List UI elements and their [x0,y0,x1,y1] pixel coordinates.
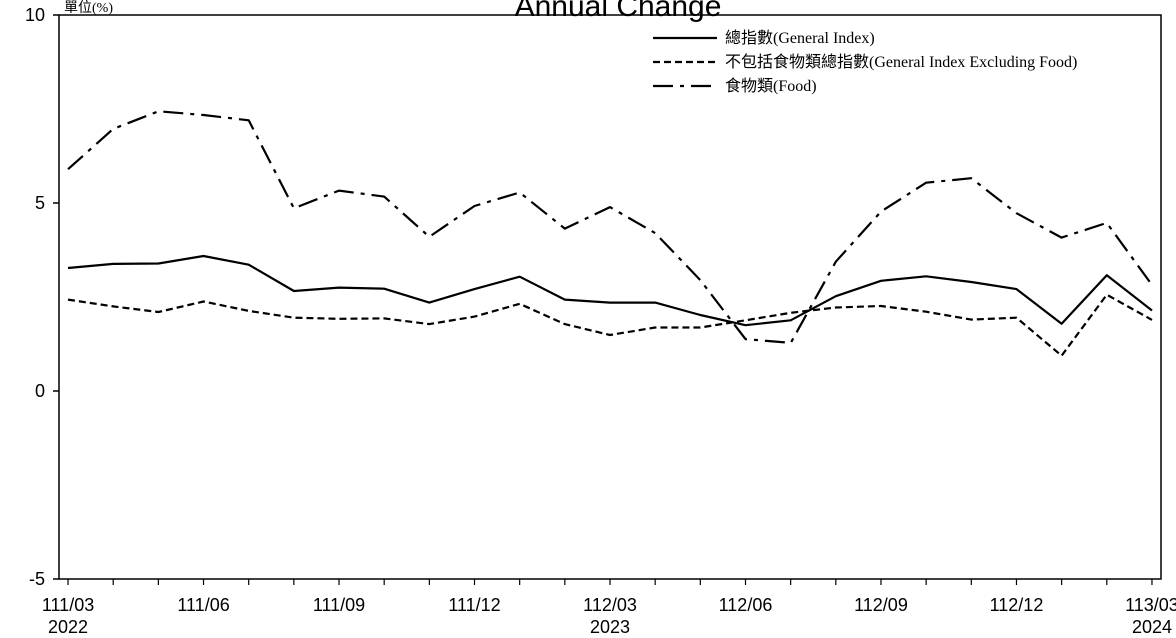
y-tick-label: 10 [25,5,45,25]
x-tick-label: 112/09 [854,595,908,615]
x-tick-label: 112/03 [583,595,637,615]
x-tick-label: 112/12 [990,595,1044,615]
x-tick-label: 113/03 [1125,595,1176,615]
y-tick-label: 0 [35,381,45,401]
series-line-2 [67,293,1153,357]
legend-label-2: 不包括食物類總指數(General Index Excluding Food) [725,53,1077,71]
y-tick-label: 5 [35,193,45,213]
series-line-3 [67,110,1153,344]
x-tick-label: 111/03 [42,595,94,615]
x-tick-label: 111/12 [448,595,500,615]
x-tick-label: 112/06 [719,595,773,615]
x-tick-year-label: 2023 [590,617,630,637]
x-tick-label: 111/09 [313,595,365,615]
series-line-1 [67,254,1153,327]
x-tick-year-label: 2024 [1132,617,1172,637]
chart-title: Annual Change [515,0,722,23]
legend: 總指數(General Index) 不包括食物類總指數(General Inde… [653,29,1077,95]
legend-label-3: 食物類(Food) [725,77,817,95]
x-tick-year-label: 2022 [48,617,88,637]
plot-frame [58,14,1162,580]
y-tick-label: -5 [29,569,45,589]
x-tick-label: 111/06 [177,595,229,615]
legend-label-1: 總指數(General Index) [725,29,875,47]
unit-label: 單位(%) [64,0,113,16]
